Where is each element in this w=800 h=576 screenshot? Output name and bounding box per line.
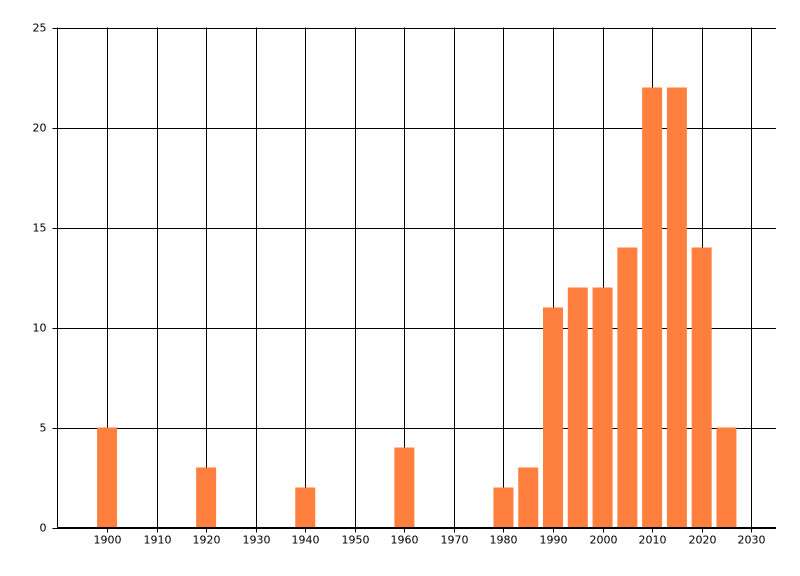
- x-tick-label: 2010: [639, 534, 667, 547]
- bar: [196, 467, 217, 528]
- bar: [592, 287, 613, 528]
- x-tick-label: 1940: [292, 534, 320, 547]
- x-tick-label: 1920: [193, 534, 221, 547]
- bar: [493, 487, 514, 528]
- x-tick-label: 1900: [94, 534, 122, 547]
- x-tick-label: 2000: [590, 534, 618, 547]
- y-tick-label: 0: [40, 522, 47, 535]
- bar: [642, 87, 663, 528]
- x-tick-label: 2020: [689, 534, 717, 547]
- bar: [617, 247, 638, 528]
- x-tick-label: 1930: [243, 534, 271, 547]
- bar: [394, 447, 415, 528]
- bar: [691, 247, 712, 528]
- y-tick-label: 5: [40, 422, 47, 435]
- x-tick-label: 1980: [490, 534, 518, 547]
- bar: [518, 467, 539, 528]
- y-tick-label: 10: [33, 322, 47, 335]
- bar: [567, 287, 588, 528]
- x-tick-label: 2030: [738, 534, 766, 547]
- x-tick-label: 1990: [540, 534, 568, 547]
- bar: [97, 427, 118, 528]
- y-tick-label: 25: [33, 22, 47, 35]
- x-tick-label: 1910: [144, 534, 172, 547]
- bar: [716, 427, 737, 528]
- bar: [295, 487, 316, 528]
- x-tick-label: 1960: [391, 534, 419, 547]
- y-tick-label: 20: [33, 122, 47, 135]
- y-tick-label: 15: [33, 222, 47, 235]
- bar: [666, 87, 687, 528]
- x-tick-label: 1950: [342, 534, 370, 547]
- x-tick-label: 1970: [441, 534, 469, 547]
- bar: [543, 307, 564, 528]
